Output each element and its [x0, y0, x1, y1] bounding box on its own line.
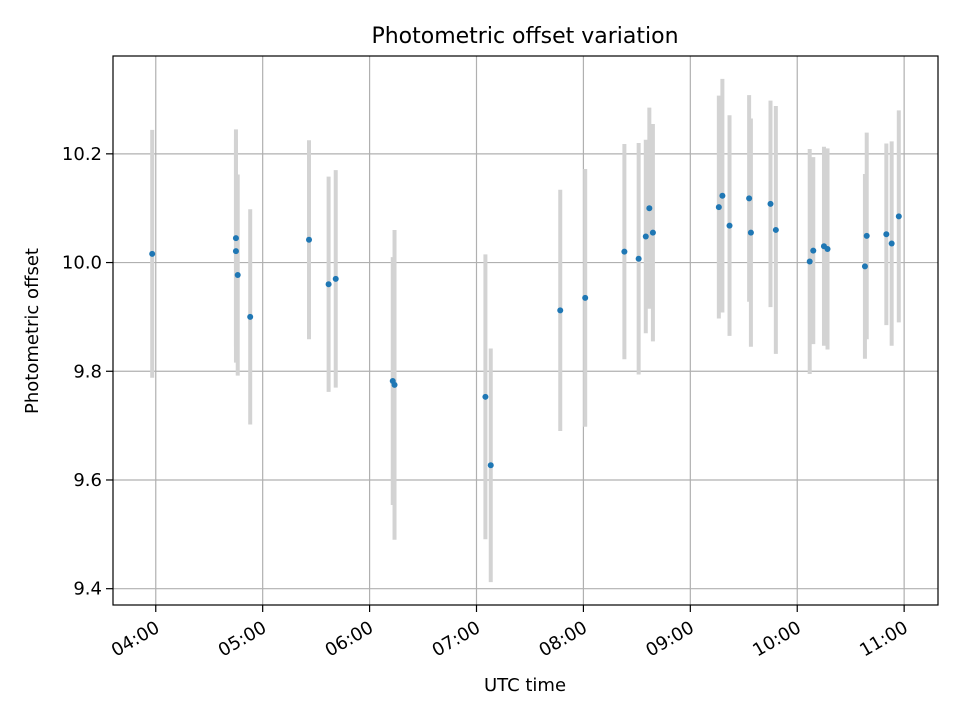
data-point	[646, 205, 653, 212]
data-point	[582, 294, 589, 301]
data-point	[332, 275, 339, 282]
data-point	[642, 233, 649, 240]
data-point	[863, 232, 870, 239]
data-point	[391, 381, 398, 388]
data-point	[767, 200, 774, 207]
x-tick-label: 04:00	[108, 617, 163, 661]
data-point	[715, 204, 722, 211]
data-point	[621, 248, 628, 255]
x-tick-label: 09:00	[642, 617, 697, 661]
x-axis-label: UTC time	[484, 675, 566, 696]
data-point	[149, 250, 156, 257]
data-point	[888, 240, 895, 247]
data-point	[747, 229, 754, 236]
data-point	[772, 226, 779, 233]
plot-frame	[112, 55, 939, 606]
y-tick-label: 10.0	[62, 253, 102, 274]
x-axis-ticks: 04:00 05:00 06:00 07:00 08:00 09:00 10:00 11:00	[108, 605, 912, 661]
data-point	[861, 263, 868, 270]
data-points	[149, 192, 902, 469]
x-tick-label: 08:00	[535, 617, 590, 661]
x-tick-label: 07:00	[429, 617, 484, 661]
data-point	[247, 313, 254, 320]
data-point	[232, 235, 239, 242]
data-point	[883, 231, 890, 238]
y-tick-label: 10.2	[62, 144, 102, 165]
x-tick-label: 11:00	[856, 617, 911, 661]
data-point	[746, 195, 753, 202]
data-point	[306, 236, 313, 243]
data-point	[824, 245, 831, 252]
data-point	[232, 248, 239, 255]
data-point	[810, 247, 817, 254]
data-point	[234, 272, 241, 279]
y-tick-label: 9.4	[73, 579, 102, 600]
data-point	[719, 192, 726, 199]
y-axis-ticks: 9.4 9.6 9.8 10.0 10.2	[62, 144, 113, 600]
data-point	[487, 462, 494, 469]
data-point	[557, 307, 564, 314]
x-tick-label: 05:00	[215, 617, 270, 661]
x-tick-label: 10:00	[749, 617, 804, 661]
y-tick-label: 9.6	[73, 470, 102, 491]
y-axis-label: Photometric offset	[22, 248, 43, 414]
data-point	[806, 258, 813, 265]
data-point	[895, 213, 902, 220]
data-point	[635, 255, 642, 262]
data-point	[482, 393, 489, 400]
y-tick-label: 9.8	[73, 361, 102, 382]
data-point	[649, 229, 656, 236]
chart-title: Photometric offset variation	[371, 24, 678, 49]
x-tick-label: 06:00	[322, 617, 377, 661]
data-point	[726, 222, 733, 229]
data-point	[325, 281, 332, 288]
